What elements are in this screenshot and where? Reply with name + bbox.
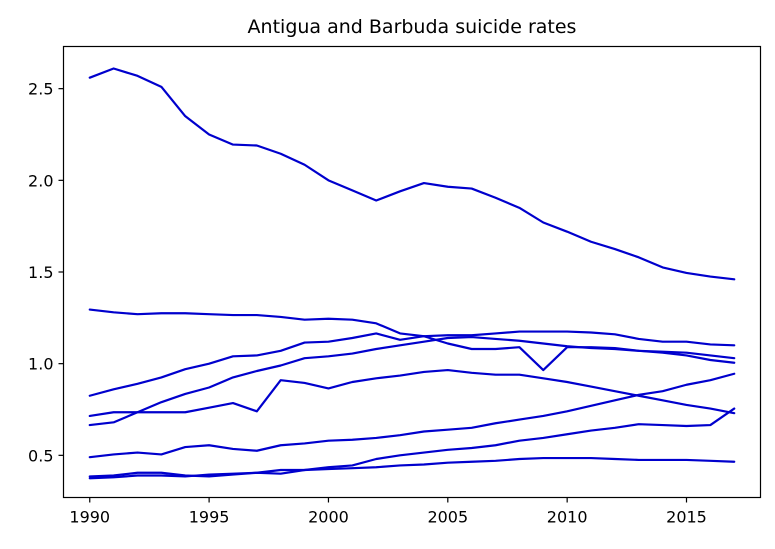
series-line-8 — [88, 407, 736, 480]
y-tick-label: 0.5 — [28, 446, 53, 465]
y-tick-label: 2.0 — [28, 171, 53, 190]
x-tick-label: 2010 — [547, 508, 588, 527]
series-line-5 — [88, 368, 736, 418]
y-axis: 0.5 1.0 1.5 2.0 2.5 — [28, 80, 64, 465]
y-tick-label: 2.5 — [28, 80, 53, 99]
series-line-4 — [88, 335, 736, 427]
plot-frame — [62, 45, 762, 499]
series-layer — [88, 67, 736, 480]
y-tick-label: 1.5 — [28, 263, 53, 282]
x-tick-label: 2000 — [308, 508, 349, 527]
x-tick-label: 2015 — [666, 508, 707, 527]
x-tick-label: 1990 — [69, 508, 110, 527]
chart-title: Antigua and Barbuda suicide rates — [248, 16, 577, 38]
series-line-1 — [88, 67, 736, 281]
series-line-3 — [88, 330, 736, 397]
series-line-2 — [88, 308, 736, 372]
x-tick-label: 1995 — [189, 508, 230, 527]
x-tick-label: 2005 — [427, 508, 468, 527]
y-tick-label: 1.0 — [28, 355, 53, 374]
x-axis: 1990 1995 2000 2005 2010 2015 — [69, 497, 707, 527]
series-line-6 — [88, 372, 736, 459]
series-line-7 — [88, 456, 736, 478]
